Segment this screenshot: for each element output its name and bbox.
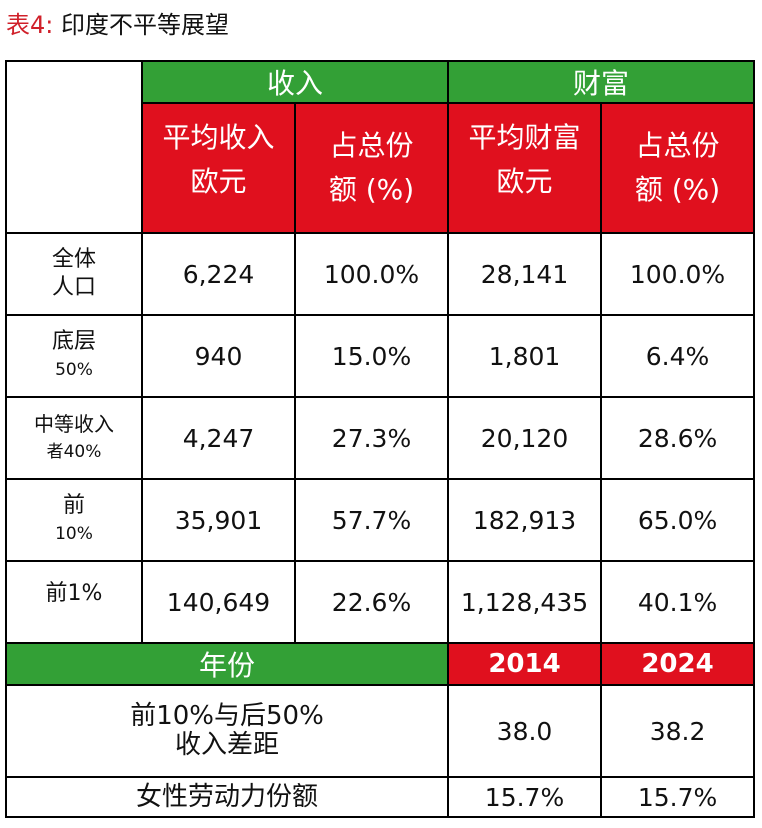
avg-income-header: 平均收入 欧元 [141,102,296,234]
avg-wealth-cell: 1,801 [447,314,603,398]
year-header-row: 年份 2014 2024 [4,642,756,686]
wealth-share-cell: 100.0% [600,232,756,316]
income-share-cell: 22.6% [293,560,450,644]
female-labor-2014: 15.7% [447,776,603,818]
column-header-row: 平均收入 欧元 占总份 额 (%) 平均财富 欧元 占总份 额 (%) [6,102,756,234]
corner-cell [5,60,143,234]
income-gap-2024: 38.2 [600,684,756,778]
table-row: 中等收入 者40% 4,247 27.3% 20,120 28.6% [5,396,756,480]
group-header-row: 收入 财富 [5,60,756,234]
female-labor-2024: 15.7% [600,776,756,818]
table-row: 全体 人口 6,224 100.0% 28,141 100.0% [5,232,756,316]
income-gap-2014: 38.0 [447,684,603,778]
caption-title: 印度不平等展望 [61,11,229,39]
table-row: 前1% 140,649 22.6% 1,128,435 40.1% [5,560,756,644]
row-label: 底层 50% [5,314,143,398]
table-row: 底层 50% 940 15.0% 1,801 6.4% [5,314,756,398]
income-share-cell: 100.0% [293,232,450,316]
year-header-label: 年份 [4,642,450,686]
income-group-header: 收入 [140,60,450,104]
row-label: 中等收入 者40% [5,396,143,480]
female-labor-row: 女性劳动力份额 15.7% 15.7% [4,776,756,818]
caption-label: 表4: [6,11,54,39]
table-row: 前 10% 35,901 57.7% 182,913 65.0% [5,478,756,562]
avg-income-cell: 140,649 [141,560,296,644]
income-gap-row: 前10%与后50% 收入差距 38.0 38.2 [4,684,756,778]
row-label: 前 10% [5,478,143,562]
wealth-share-cell: 6.4% [600,314,756,398]
row-label: 全体 人口 [5,232,143,316]
avg-income-cell: 4,247 [141,396,296,480]
avg-wealth-cell: 20,120 [447,396,603,480]
avg-income-cell: 6,224 [141,232,296,316]
wealth-group-header: 财富 [447,60,756,104]
avg-wealth-cell: 28,141 [447,232,603,316]
year-2014-header: 2014 [447,642,603,686]
income-share-header: 占总份 额 (%) [293,102,450,234]
avg-wealth-cell: 182,913 [447,478,603,562]
income-share-cell: 57.7% [293,478,450,562]
avg-income-cell: 940 [141,314,296,398]
wealth-share-header: 占总份 额 (%) [600,102,756,234]
wealth-share-cell: 65.0% [600,478,756,562]
wealth-share-cell: 40.1% [600,560,756,644]
income-gap-label: 前10%与后50% 收入差距 [4,684,450,778]
avg-wealth-cell: 1,128,435 [447,560,603,644]
female-labor-label: 女性劳动力份额 [4,776,450,818]
avg-wealth-header: 平均财富 欧元 [447,102,603,234]
inequality-table: 收入 财富 平均收入 欧元 占总份 额 (%) 平均财富 欧元 占总份 额 (%… [4,60,756,818]
table-caption: 表4: 印度不平等展望 [6,8,229,42]
income-share-cell: 15.0% [293,314,450,398]
wealth-share-cell: 28.6% [600,396,756,480]
year-2024-header: 2024 [600,642,756,686]
avg-income-cell: 35,901 [141,478,296,562]
row-label: 前1% [5,560,143,644]
income-share-cell: 27.3% [293,396,450,480]
